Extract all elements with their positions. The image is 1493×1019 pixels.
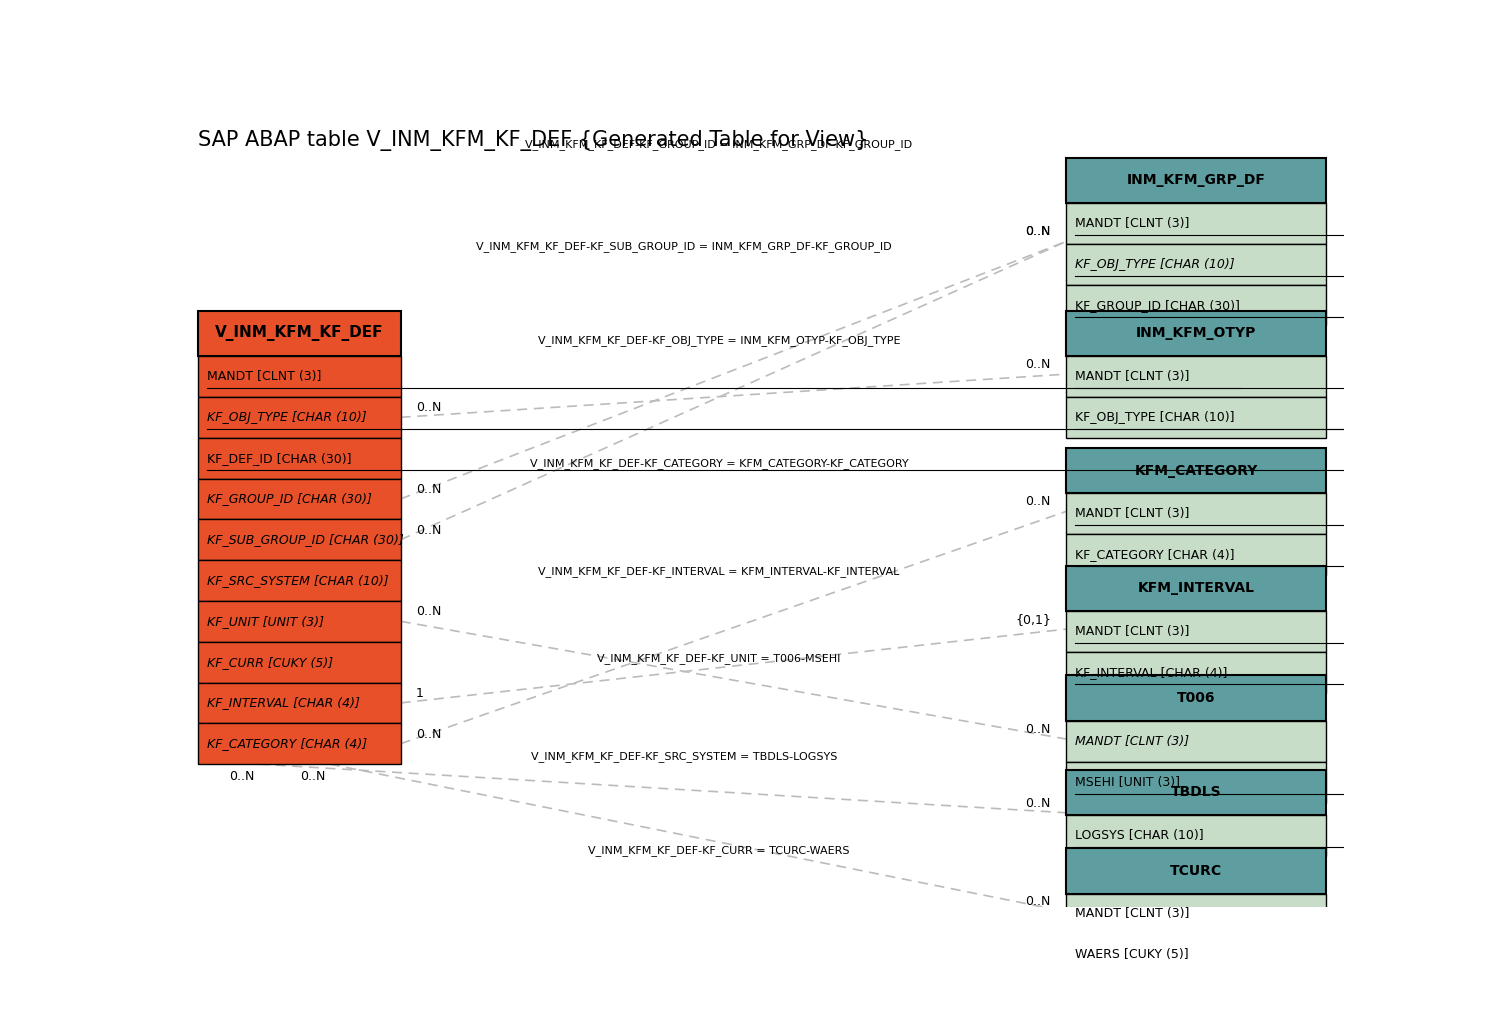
FancyBboxPatch shape <box>1066 311 1326 356</box>
Text: V_INM_KFM_KF_DEF-KF_GROUP_ID = INM_KFM_GRP_DF-KF_GROUP_ID: V_INM_KFM_KF_DEF-KF_GROUP_ID = INM_KFM_G… <box>526 139 912 150</box>
FancyBboxPatch shape <box>199 479 400 520</box>
Text: 1: 1 <box>415 687 424 700</box>
Text: 0..N: 0..N <box>1026 495 1051 508</box>
Text: MSEHI [UNIT (3)]: MSEHI [UNIT (3)] <box>1075 775 1181 789</box>
Text: 0..N: 0..N <box>415 401 440 414</box>
Text: MANDT [CLNT (3)]: MANDT [CLNT (3)] <box>1075 370 1190 383</box>
Text: MANDT [CLNT (3)]: MANDT [CLNT (3)] <box>1075 625 1190 638</box>
Text: KF_OBJ_TYPE [CHAR (10)]: KF_OBJ_TYPE [CHAR (10)] <box>1075 258 1235 271</box>
FancyBboxPatch shape <box>1066 762 1326 803</box>
Text: INM_KFM_OTYP: INM_KFM_OTYP <box>1136 326 1257 340</box>
FancyBboxPatch shape <box>1066 356 1326 397</box>
FancyBboxPatch shape <box>199 683 400 723</box>
Text: TCURC: TCURC <box>1171 864 1223 877</box>
Text: 0..N: 0..N <box>1026 722 1051 736</box>
Text: 0..N: 0..N <box>1026 225 1051 238</box>
Text: {0,1}: {0,1} <box>1015 613 1051 626</box>
Text: MANDT [CLNT (3)]: MANDT [CLNT (3)] <box>1075 507 1190 521</box>
Text: KFM_CATEGORY: KFM_CATEGORY <box>1135 464 1259 478</box>
Text: 0..N: 0..N <box>1026 797 1051 810</box>
FancyBboxPatch shape <box>199 520 400 560</box>
Text: 0..N: 0..N <box>415 483 440 496</box>
FancyBboxPatch shape <box>1066 894 1326 934</box>
Text: TBDLS: TBDLS <box>1171 786 1221 799</box>
Text: V_INM_KFM_KF_DEF-KF_INTERVAL = KFM_INTERVAL-KF_INTERVAL: V_INM_KFM_KF_DEF-KF_INTERVAL = KFM_INTER… <box>537 567 900 578</box>
FancyBboxPatch shape <box>199 438 400 479</box>
Text: V_INM_KFM_KF_DEF-KF_UNIT = T006-MSEHI: V_INM_KFM_KF_DEF-KF_UNIT = T006-MSEHI <box>597 653 841 663</box>
Text: LOGSYS [CHAR (10)]: LOGSYS [CHAR (10)] <box>1075 829 1203 842</box>
Text: KF_GROUP_ID [CHAR (30)]: KF_GROUP_ID [CHAR (30)] <box>1075 299 1241 312</box>
FancyBboxPatch shape <box>1066 448 1326 493</box>
Text: MANDT [CLNT (3)]: MANDT [CLNT (3)] <box>1075 217 1190 230</box>
FancyBboxPatch shape <box>199 397 400 438</box>
Text: 0..N: 0..N <box>1026 225 1051 238</box>
Text: V_INM_KFM_KF_DEF-KF_CATEGORY = KFM_CATEGORY-KF_CATEGORY: V_INM_KFM_KF_DEF-KF_CATEGORY = KFM_CATEG… <box>530 459 908 469</box>
Text: 0..N: 0..N <box>415 728 440 741</box>
Text: KF_CATEGORY [CHAR (4)]: KF_CATEGORY [CHAR (4)] <box>208 737 367 750</box>
FancyBboxPatch shape <box>199 311 400 356</box>
FancyBboxPatch shape <box>1066 158 1326 203</box>
FancyBboxPatch shape <box>199 356 400 397</box>
Text: MANDT [CLNT (3)]: MANDT [CLNT (3)] <box>1075 735 1190 748</box>
FancyBboxPatch shape <box>1066 566 1326 611</box>
FancyBboxPatch shape <box>1066 284 1326 325</box>
FancyBboxPatch shape <box>1066 534 1326 575</box>
FancyBboxPatch shape <box>1066 815 1326 856</box>
FancyBboxPatch shape <box>1066 848 1326 894</box>
FancyBboxPatch shape <box>1066 397 1326 438</box>
FancyBboxPatch shape <box>1066 652 1326 693</box>
Text: 0..N: 0..N <box>415 524 440 537</box>
Text: WAERS [CUKY (5)]: WAERS [CUKY (5)] <box>1075 949 1188 961</box>
Text: KF_INTERVAL [CHAR (4)]: KF_INTERVAL [CHAR (4)] <box>208 696 360 709</box>
Text: KF_CATEGORY [CHAR (4)]: KF_CATEGORY [CHAR (4)] <box>1075 548 1235 561</box>
Text: KF_DEF_ID [CHAR (30)]: KF_DEF_ID [CHAR (30)] <box>208 451 352 465</box>
FancyBboxPatch shape <box>1066 934 1326 975</box>
Text: T006: T006 <box>1176 691 1215 705</box>
Text: 0..N: 0..N <box>228 770 254 784</box>
Text: KF_SRC_SYSTEM [CHAR (10)]: KF_SRC_SYSTEM [CHAR (10)] <box>208 574 390 587</box>
Text: V_INM_KFM_KF_DEF-KF_CURR = TCURC-WAERS: V_INM_KFM_KF_DEF-KF_CURR = TCURC-WAERS <box>588 845 850 856</box>
Text: KFM_INTERVAL: KFM_INTERVAL <box>1138 582 1254 595</box>
Text: KF_OBJ_TYPE [CHAR (10)]: KF_OBJ_TYPE [CHAR (10)] <box>208 411 367 424</box>
Text: V_INM_KFM_KF_DEF-KF_SUB_GROUP_ID = INM_KFM_GRP_DF-KF_GROUP_ID: V_INM_KFM_KF_DEF-KF_SUB_GROUP_ID = INM_K… <box>476 240 891 252</box>
FancyBboxPatch shape <box>199 601 400 642</box>
FancyBboxPatch shape <box>1066 244 1326 284</box>
Text: KF_SUB_GROUP_ID [CHAR (30)]: KF_SUB_GROUP_ID [CHAR (30)] <box>208 533 405 546</box>
FancyBboxPatch shape <box>1066 676 1326 721</box>
Text: V_INM_KFM_KF_DEF-KF_OBJ_TYPE = INM_KFM_OTYP-KF_OBJ_TYPE: V_INM_KFM_KF_DEF-KF_OBJ_TYPE = INM_KFM_O… <box>537 335 900 345</box>
Text: V_INM_KFM_KF_DEF-KF_SRC_SYSTEM = TBDLS-LOGSYS: V_INM_KFM_KF_DEF-KF_SRC_SYSTEM = TBDLS-L… <box>532 751 838 762</box>
Text: 0..N: 0..N <box>1026 896 1051 909</box>
Text: KF_INTERVAL [CHAR (4)]: KF_INTERVAL [CHAR (4)] <box>1075 665 1227 679</box>
FancyBboxPatch shape <box>199 642 400 683</box>
Text: MANDT [CLNT (3)]: MANDT [CLNT (3)] <box>208 370 322 383</box>
FancyBboxPatch shape <box>1066 721 1326 762</box>
Text: 0..N: 0..N <box>415 605 440 619</box>
FancyBboxPatch shape <box>1066 611 1326 652</box>
Text: SAP ABAP table V_INM_KFM_KF_DEF {Generated Table for View}: SAP ABAP table V_INM_KFM_KF_DEF {Generat… <box>199 130 869 151</box>
Text: KF_GROUP_ID [CHAR (30)]: KF_GROUP_ID [CHAR (30)] <box>208 492 372 505</box>
Text: 0..N: 0..N <box>1026 358 1051 371</box>
Text: V_INM_KFM_KF_DEF: V_INM_KFM_KF_DEF <box>215 325 384 341</box>
Text: INM_KFM_GRP_DF: INM_KFM_GRP_DF <box>1127 173 1266 187</box>
FancyBboxPatch shape <box>199 723 400 764</box>
FancyBboxPatch shape <box>199 560 400 601</box>
FancyBboxPatch shape <box>1066 203 1326 244</box>
FancyBboxPatch shape <box>1066 493 1326 534</box>
Text: KF_OBJ_TYPE [CHAR (10)]: KF_OBJ_TYPE [CHAR (10)] <box>1075 411 1235 424</box>
Text: MANDT [CLNT (3)]: MANDT [CLNT (3)] <box>1075 908 1190 920</box>
Text: KF_UNIT [UNIT (3)]: KF_UNIT [UNIT (3)] <box>208 614 324 628</box>
Text: KF_CURR [CUKY (5)]: KF_CURR [CUKY (5)] <box>208 655 333 668</box>
FancyBboxPatch shape <box>1066 769 1326 815</box>
Text: 0..N: 0..N <box>300 770 325 784</box>
